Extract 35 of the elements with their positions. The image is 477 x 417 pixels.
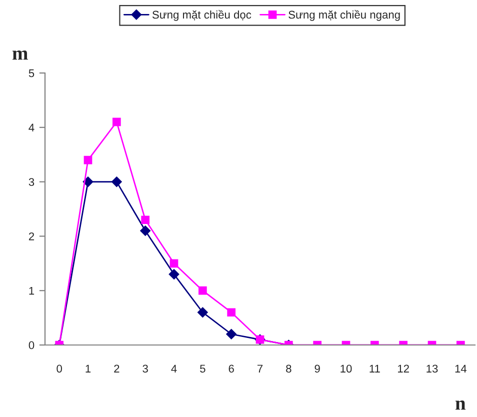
y-tick-label: 1 xyxy=(29,286,34,295)
y-tick-label: 5 xyxy=(28,69,34,78)
x-tick-label: 6 xyxy=(228,364,234,373)
point xyxy=(198,307,208,318)
point xyxy=(168,269,180,280)
x-tick-label: 10 xyxy=(340,364,352,373)
y-axis-title: m xyxy=(12,50,28,60)
legend-label: Sưng mặt chiều ngang xyxy=(288,10,400,21)
point xyxy=(141,216,150,224)
legend-label: Sưng mặt chiều dọc xyxy=(152,10,252,21)
x-tick-label: 0 xyxy=(56,364,62,373)
y-tick-label: 0 xyxy=(28,341,34,350)
x-tick-label: 7 xyxy=(257,364,263,372)
x-tick-label: 14 xyxy=(455,364,467,372)
x-axis-title: n xyxy=(456,400,466,410)
point xyxy=(112,176,122,187)
x-tick-label: 9 xyxy=(314,364,320,373)
x-tick-label: 11 xyxy=(370,364,380,372)
x-tick-label: 3 xyxy=(142,364,148,373)
point xyxy=(198,286,207,295)
x-tick-label: 8 xyxy=(286,364,292,373)
point xyxy=(112,118,121,126)
point xyxy=(170,259,178,268)
x-tick-label: 12 xyxy=(398,364,409,372)
y-tick-label: 3 xyxy=(28,178,34,186)
y-tick-label: 2 xyxy=(28,232,34,240)
point xyxy=(140,226,150,236)
y-tick-label: 4 xyxy=(28,124,34,132)
point xyxy=(84,156,92,164)
point xyxy=(82,176,94,187)
x-tick-label: 2 xyxy=(114,364,120,372)
x-tick-label: 4 xyxy=(171,364,177,372)
x-tick-label: 1 xyxy=(86,364,91,372)
x-tick-label: 13 xyxy=(426,364,438,373)
x-tick-label: 5 xyxy=(200,364,206,373)
